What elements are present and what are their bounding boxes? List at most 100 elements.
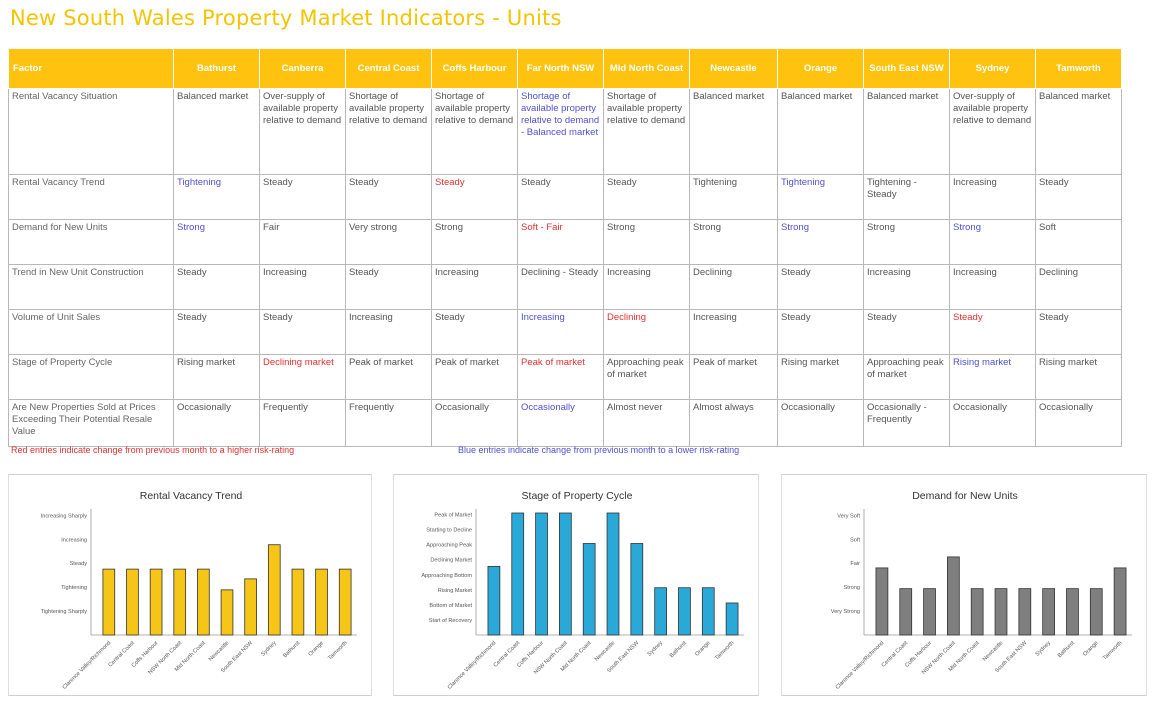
x-tick-label: Tamworth — [714, 640, 735, 661]
x-tick-label: Sydney — [260, 640, 278, 658]
chart-bar — [267, 544, 281, 636]
table-cell: Increasing — [603, 264, 690, 310]
table-cell: Over-supply of available property relati… — [949, 88, 1036, 175]
table-cell: Steady — [345, 174, 432, 220]
table-cell: Declining - Steady — [517, 264, 604, 310]
table-cell: Increasing — [517, 309, 604, 355]
header-factor: Factor — [8, 48, 174, 89]
table-row: Are New Properties Sold at Prices Exceed… — [8, 399, 1122, 447]
table-cell: Increasing — [689, 309, 778, 355]
chart-bar — [1042, 588, 1055, 636]
table-cell: Steady — [173, 309, 260, 355]
chart-bar — [487, 565, 501, 636]
chart-bar — [994, 588, 1008, 636]
chart-bar — [899, 588, 913, 636]
chart-bar — [149, 568, 163, 636]
chart-bar — [1113, 567, 1127, 636]
table-cell: Approaching peak of market — [863, 354, 950, 400]
table-cell: Shortage of available property relative … — [517, 88, 604, 175]
table-cell: Steady — [1035, 174, 1122, 220]
table-header-row: Factor Bathurst Canberra Central Coast Coff… — [8, 48, 1122, 89]
table-cell: Increasing — [431, 264, 518, 310]
table-cell: Frequently — [345, 399, 432, 447]
chart-panel-demand: Demand for New Units Very Soft Soft Fair Str… — [781, 474, 1147, 696]
row-factor-label: Rental Vacancy Situation — [8, 88, 174, 175]
table-cell: Tightening — [777, 174, 864, 220]
table-cell: Steady — [517, 174, 604, 220]
table-cell: Shortage of available property relative … — [603, 88, 690, 175]
x-tick-label: Clarence Valley/Richmond — [62, 640, 113, 691]
y-tick-label: Strong — [844, 585, 860, 591]
row-factor-label: Are New Properties Sold at Prices Exceed… — [8, 399, 174, 447]
y-tick-label: Approaching Bottom — [421, 573, 472, 579]
y-tick-label: Approaching Peak — [426, 543, 472, 549]
y-tick-label: Bottom of Market — [429, 603, 472, 609]
x-tick-label: Sydney — [647, 640, 665, 658]
table-cell: Rising market — [777, 354, 864, 400]
row-factor-label: Trend in New Unit Construction — [8, 264, 174, 310]
table-cell: Steady — [777, 309, 864, 355]
table-row: Stage of Property Cycle Rising market Decl… — [8, 354, 1122, 400]
table-cell: Increasing — [259, 264, 346, 310]
chart-bar — [701, 587, 715, 636]
table-cell: Occasionally — [949, 399, 1036, 447]
table-cell: Strong — [863, 219, 950, 265]
chart-bar — [970, 588, 984, 636]
table-cell: Balanced market — [863, 88, 950, 175]
table-cell: Over-supply of available property relati… — [259, 88, 346, 175]
row-factor-label: Stage of Property Cycle — [8, 354, 174, 400]
table-cell: Soft — [1035, 219, 1122, 265]
table-cell: Balanced market — [173, 88, 260, 175]
indicators-table: Factor Bathurst Canberra Central Coast Coff… — [8, 48, 1122, 447]
chart-title: Stage of Property Cycle — [522, 490, 633, 502]
table-cell: Steady — [949, 309, 1036, 355]
x-tick-label: Orange — [1082, 640, 1099, 657]
y-tick-label: Tightening Sharply — [41, 609, 88, 615]
legend-red-note: Red entries indicate change from previou… — [11, 445, 295, 455]
y-tick-label: Steady — [70, 561, 88, 567]
x-tick-label: Newcastle — [594, 640, 616, 662]
table-cell: Occasionally — [173, 399, 260, 447]
chart-bar — [654, 587, 667, 636]
chart-demand-for-new-units: Demand for New Units Very Soft Soft Fair Str… — [831, 490, 1132, 691]
chart-stage-of-property-cycle: Stage of Property Cycle Peak of Market Sta… — [421, 490, 744, 691]
header-region: Canberra — [259, 48, 346, 89]
table-row: Trend in New Unit Construction Steady Incr… — [8, 264, 1122, 310]
table-row: Volume of Unit Sales Steady Steady Increasi… — [8, 309, 1122, 355]
table-cell: Declining — [603, 309, 690, 355]
y-tick-label: Increasing Sharply — [41, 513, 88, 519]
header-region: Far North NSW — [517, 48, 604, 89]
x-tick-label: Newcastle — [982, 640, 1004, 662]
chart-panel-property-cycle: Stage of Property Cycle Peak of Market Sta… — [393, 474, 759, 696]
header-region: Tamworth — [1035, 48, 1122, 89]
y-tick-label: Peak of Market — [434, 513, 472, 519]
chart-bar — [678, 587, 691, 636]
table-cell: Increasing — [345, 309, 432, 355]
table-cell: Steady — [777, 264, 864, 310]
chart-rental-vacancy-trend: Rental Vacancy Trend Increasing Sharply In… — [41, 490, 357, 691]
chart-bar — [220, 589, 234, 636]
y-tick-label: Very Strong — [831, 609, 860, 615]
table-cell: Peak of market — [517, 354, 604, 400]
y-tick-label: Starting to Decline — [426, 528, 472, 534]
table-cell: Steady — [259, 309, 346, 355]
table-cell: Increasing — [949, 264, 1036, 310]
table-cell: Steady — [345, 264, 432, 310]
chart-bar — [923, 588, 936, 636]
x-tick-label: Orange — [308, 640, 325, 657]
header-region: Orange — [777, 48, 864, 89]
page-title: New South Wales Property Market Indicato… — [10, 6, 562, 30]
table-cell: Almost always — [689, 399, 778, 447]
table-cell: Rising market — [949, 354, 1036, 400]
chart-bar — [197, 568, 210, 636]
chart-bar — [606, 512, 620, 636]
y-tick-label: Increasing — [61, 537, 87, 543]
y-tick-label: Tightening — [61, 585, 87, 591]
y-tick-label: Soft — [850, 537, 860, 543]
x-tick-label: Tamworth — [327, 640, 348, 661]
table-cell: Steady — [259, 174, 346, 220]
table-cell: Balanced market — [689, 88, 778, 175]
table-cell: Increasing — [863, 264, 950, 310]
x-tick-label: Newcastle — [208, 640, 230, 662]
table-cell: Balanced market — [777, 88, 864, 175]
